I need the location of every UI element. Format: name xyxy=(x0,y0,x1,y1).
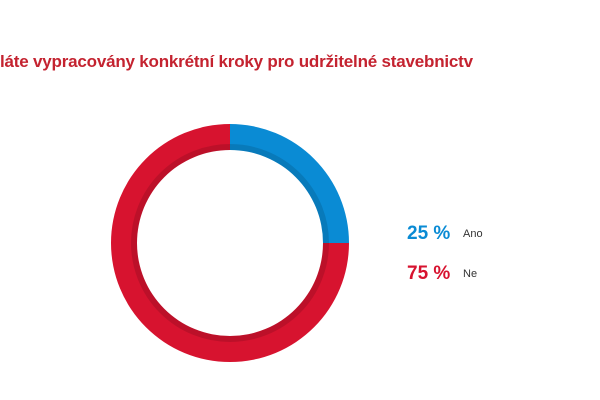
legend-item-ano: 25 % Ano xyxy=(407,214,483,254)
legend-item-ne: 75 % Ne xyxy=(407,254,483,294)
donut-inner-shadow xyxy=(131,144,329,342)
legend-label: Ne xyxy=(463,268,478,280)
legend-label: Ano xyxy=(463,228,483,240)
legend: 25 % Ano 75 % Ne xyxy=(407,214,483,294)
legend-percent: 25 % xyxy=(407,223,451,244)
chart-title: láte vypracovány konkrétní kroky pro udr… xyxy=(0,52,473,71)
legend-percent: 75 % xyxy=(407,263,451,284)
donut-slice-ano xyxy=(230,124,349,243)
